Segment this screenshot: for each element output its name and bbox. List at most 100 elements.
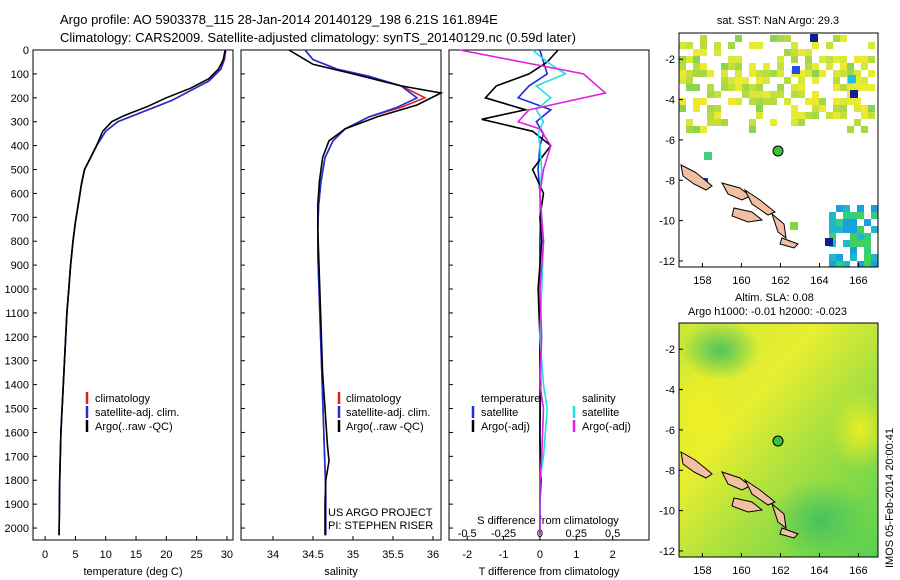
sst-cell xyxy=(836,219,843,226)
sst-cell xyxy=(679,70,686,77)
series-line-salinity-climatology xyxy=(304,49,427,536)
sla-argo-marker xyxy=(772,435,784,447)
ytick-label-depth: 1700 xyxy=(5,451,29,463)
sst-cell xyxy=(784,77,791,84)
title-line-1: Argo profile: AO 5903378_115 28-Jan-2014… xyxy=(60,12,498,27)
sst-cell xyxy=(700,42,707,49)
sst-cell xyxy=(836,205,843,212)
sst-cell xyxy=(864,240,871,247)
salinity-xlabel: salinity xyxy=(324,566,358,578)
sst-cell xyxy=(819,98,826,105)
legend-label-satellite-s: satellite-adj. clim. xyxy=(346,407,430,419)
sst-cell xyxy=(850,233,857,240)
sst-cell xyxy=(756,77,763,84)
sst-cell xyxy=(840,63,847,70)
sst-cell xyxy=(857,205,864,212)
sst-cell xyxy=(854,98,861,105)
sla-high-region-2 xyxy=(830,390,878,470)
sst-cell xyxy=(735,84,742,91)
ytick-label-depth: 1900 xyxy=(5,499,29,511)
sst-cell xyxy=(840,35,847,42)
sst-cell xyxy=(798,84,805,91)
sst-cell xyxy=(829,261,836,267)
sst-cell xyxy=(829,219,836,226)
sla-island-bougainville xyxy=(680,451,713,479)
sst-cell xyxy=(850,212,857,219)
ytick-label-depth: 1800 xyxy=(5,475,29,487)
legend-label-s-satellite: satellite xyxy=(582,407,619,419)
xtick-label-salinity: 34 xyxy=(267,549,279,561)
sst-cell xyxy=(700,98,707,105)
sla-island-guadalcanal xyxy=(731,497,764,513)
sst-cell xyxy=(735,70,742,77)
sla-map-subtitle: Argo h1000: -0.01 h2000: -0.023 xyxy=(688,306,847,318)
sst-cell xyxy=(714,42,721,49)
sst-cell xyxy=(700,126,707,133)
sst-cell xyxy=(770,91,777,98)
map-ytick-label-sla_map: -2 xyxy=(665,344,675,356)
sst-cell xyxy=(721,119,728,126)
ytick-label-depth: 500 xyxy=(11,165,29,177)
sst-cell xyxy=(749,119,756,126)
sst-cell xyxy=(861,84,868,91)
temperature-xlabel: temperature (deg C) xyxy=(83,566,182,578)
map-xtick-label-sla_map: 160 xyxy=(732,565,750,577)
sst-cell xyxy=(777,91,784,98)
xtick-label-differences: 2 xyxy=(610,549,616,561)
sst-cell xyxy=(791,112,798,119)
map-xtick-label-sst_map: 160 xyxy=(732,275,750,287)
sst-cell xyxy=(840,84,847,91)
sst-cell xyxy=(777,70,784,77)
xtick-label-temperature: 20 xyxy=(160,549,172,561)
sst-island-guadalcanal xyxy=(731,207,764,223)
sst-cell xyxy=(871,212,878,219)
map-xtick-label-sla_map: 164 xyxy=(810,565,828,577)
sst-cell xyxy=(847,70,854,77)
sst-cell xyxy=(840,112,847,119)
ytick-label-depth: 1100 xyxy=(5,308,29,320)
sst-cell xyxy=(857,212,864,219)
sst-cell xyxy=(693,98,700,105)
sla-map-frame xyxy=(678,322,879,558)
map-xtick-label-sst_map: 166 xyxy=(849,275,867,287)
sst-argo-marker xyxy=(772,145,784,157)
sst-cell xyxy=(833,77,840,84)
sst-cell xyxy=(854,77,861,84)
sst-cell xyxy=(770,119,777,126)
sst-cell xyxy=(805,49,812,56)
xtick-label-temperature: 25 xyxy=(191,549,203,561)
map-ytick-label-sla_map: -8 xyxy=(665,465,675,477)
sst-cell xyxy=(749,63,756,70)
sst-cell xyxy=(850,90,858,98)
sst-cell xyxy=(798,49,805,56)
sst-cell xyxy=(714,112,721,119)
sst-cell xyxy=(791,49,798,56)
sst-cell xyxy=(700,35,707,42)
ytick-label-depth: 200 xyxy=(11,93,29,105)
sst-cell xyxy=(805,56,812,63)
sst-cell xyxy=(735,63,742,70)
sst-cell xyxy=(871,205,878,212)
sst-cell xyxy=(700,63,707,70)
xtick-label-salinity: 35 xyxy=(347,549,359,561)
sst-cell xyxy=(728,42,735,49)
legend-label-argo-s: Argo(..raw -QC) xyxy=(346,421,424,433)
sst-cell xyxy=(833,70,840,77)
legend-label-s-argo: Argo(-adj) xyxy=(582,421,631,433)
sst-cell xyxy=(871,261,878,267)
sst-cell xyxy=(770,98,777,105)
sst-cell xyxy=(714,119,721,126)
sla-island-malaita xyxy=(770,502,787,530)
sst-cell xyxy=(798,119,805,126)
sst-cell xyxy=(805,112,812,119)
legend-label-t-satellite: satellite xyxy=(481,407,518,419)
sst-map-frame xyxy=(678,32,879,268)
sst-island-malaita xyxy=(770,212,787,240)
sst-cell xyxy=(790,222,798,230)
xtick-top-label-differences: -0.25 xyxy=(491,528,516,540)
sst-cell xyxy=(714,105,721,112)
xtick-label-differences: 0 xyxy=(537,549,543,561)
sst-cell xyxy=(812,105,819,112)
sst-cell xyxy=(686,42,693,49)
